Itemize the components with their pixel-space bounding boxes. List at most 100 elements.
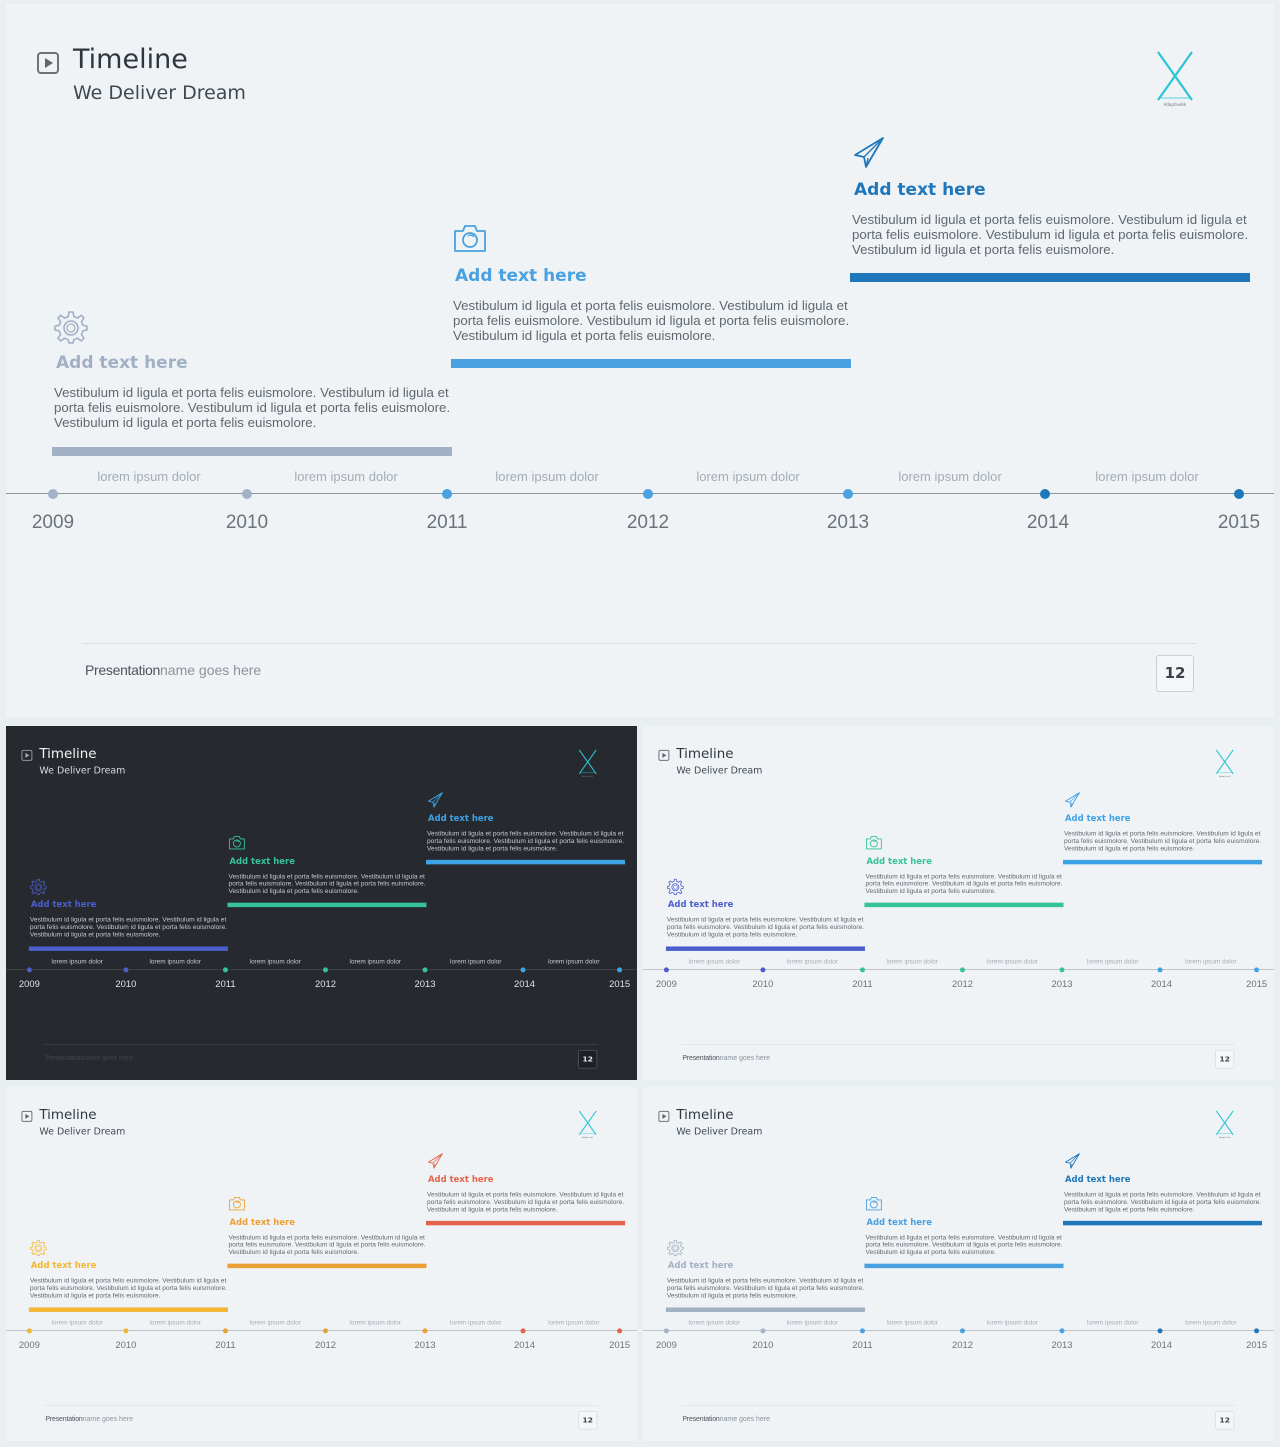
play-icon[interactable] xyxy=(37,52,59,74)
block-body: Vestibulum id ligula et porta felis euis… xyxy=(426,829,625,852)
slide-main[interactable]: Timeline We Deliver Dream Adaptivehk Add… xyxy=(6,4,1274,717)
timeline-dot[interactable] xyxy=(1059,967,1065,973)
timeline-dot[interactable] xyxy=(1254,967,1260,973)
paper-plane-icon xyxy=(428,792,443,808)
block-heading: Add text here xyxy=(56,353,188,373)
block-heading: Add text here xyxy=(866,856,932,867)
footer-divider xyxy=(83,643,1196,644)
period-label: lorem ipsum dolor xyxy=(986,1318,1038,1326)
block-bar xyxy=(426,859,626,865)
timeline-dot[interactable] xyxy=(959,1328,965,1334)
slide-subtitle: We Deliver Dream xyxy=(39,1125,126,1137)
year-label: 2015 xyxy=(1246,1339,1268,1351)
year-label: 2011 xyxy=(426,512,468,533)
timeline-dot[interactable] xyxy=(422,967,428,973)
timeline-dot[interactable] xyxy=(123,967,129,973)
year-label: 2013 xyxy=(414,1339,436,1351)
year-label: 2013 xyxy=(826,512,870,533)
play-icon[interactable] xyxy=(21,749,33,761)
timeline-dot[interactable] xyxy=(1157,967,1163,973)
paper-plane-icon xyxy=(854,137,884,168)
year-label: 2009 xyxy=(655,978,677,990)
footer-rest: name goes here xyxy=(719,1414,770,1423)
timeline-dot[interactable] xyxy=(123,1328,129,1334)
play-icon[interactable] xyxy=(658,1110,670,1122)
camera-icon xyxy=(865,1197,882,1211)
timeline-dot[interactable] xyxy=(520,967,526,973)
block-bar xyxy=(28,946,228,951)
timeline-dot[interactable] xyxy=(442,489,452,499)
x-logo-icon xyxy=(1215,1110,1234,1136)
timeline-dot[interactable] xyxy=(48,489,58,499)
block-heading: Add text here xyxy=(229,1217,295,1228)
footer-rest: name goes here xyxy=(82,1053,133,1062)
logo-caption: Adaptivehk xyxy=(1163,102,1187,107)
timeline-dot[interactable] xyxy=(422,1328,428,1334)
timeline-dot[interactable] xyxy=(760,967,766,973)
timeline-axis xyxy=(6,493,1274,494)
x-logo-icon xyxy=(578,749,597,775)
slide-thumbnail-warm[interactable]: Timeline We Deliver Dream Adaptivehk Add… xyxy=(6,1087,637,1441)
slide-title: Timeline xyxy=(73,44,188,75)
timeline-dot[interactable] xyxy=(222,1328,228,1334)
timeline-dot[interactable] xyxy=(617,967,623,973)
block-bar xyxy=(1063,859,1263,865)
slide-subtitle: We Deliver Dream xyxy=(676,1125,763,1137)
timeline-dot[interactable] xyxy=(322,1328,328,1334)
slide-thumbnail-blue[interactable]: Timeline We Deliver Dream Adaptivehk Add… xyxy=(643,1087,1274,1441)
logo-caption: Adaptivehk xyxy=(582,1135,594,1139)
timeline-dot[interactable] xyxy=(26,1328,32,1334)
gear-icon xyxy=(666,1239,684,1257)
block-body: Vestibulum id ligula et porta felis euis… xyxy=(228,872,426,895)
timeline-dot[interactable] xyxy=(663,1328,669,1334)
block-heading: Add text here xyxy=(1064,1174,1131,1185)
timeline-dot[interactable] xyxy=(859,967,865,973)
footer-presentation-name: Presentationname goes here xyxy=(682,1053,770,1061)
period-label: lorem ipsum dolor xyxy=(249,957,301,965)
block-body: Vestibulum id ligula et porta felis euis… xyxy=(852,212,1249,257)
period-label: lorem ipsum dolor xyxy=(986,957,1038,965)
period-label: lorem ipsum dolor xyxy=(450,957,502,965)
timeline-dot[interactable] xyxy=(617,1328,623,1334)
block-body: Vestibulum id ligula et porta felis euis… xyxy=(54,385,451,430)
period-label: lorem ipsum dolor xyxy=(1087,1318,1139,1326)
period-label: lorem ipsum dolor xyxy=(1185,1318,1237,1326)
year-label: 2015 xyxy=(1217,512,1261,533)
timeline-dot[interactable] xyxy=(843,489,853,499)
slide-thumbnail-multicolor[interactable]: Timeline We Deliver Dream Adaptivehk Add… xyxy=(643,726,1274,1080)
timeline-dot[interactable] xyxy=(1234,489,1244,499)
x-logo-icon xyxy=(1215,749,1234,775)
slide-thumbnail-dark[interactable]: Timeline We Deliver Dream Adaptivehk Add… xyxy=(6,726,637,1080)
block-heading: Add text here xyxy=(229,856,295,867)
period-label: lorem ipsum dolor xyxy=(349,957,401,965)
block-body: Vestibulum id ligula et porta felis euis… xyxy=(666,915,865,938)
timeline-dot[interactable] xyxy=(1040,489,1050,499)
footer-bold: Presentation xyxy=(45,1053,83,1062)
timeline-dot[interactable] xyxy=(1254,1328,1260,1334)
timeline-dot[interactable] xyxy=(26,967,32,973)
play-icon[interactable] xyxy=(658,749,670,761)
timeline-dot[interactable] xyxy=(222,967,228,973)
period-label: lorem ipsum dolor xyxy=(886,957,938,965)
timeline-dot[interactable] xyxy=(1059,1328,1065,1334)
slide-canvas: Timeline We Deliver Dream Adaptivehk Add… xyxy=(643,1087,1274,1441)
block-bar xyxy=(665,946,865,951)
block-body: Vestibulum id ligula et porta felis euis… xyxy=(865,1233,1063,1256)
year-label: 2009 xyxy=(31,512,75,533)
year-label: 2009 xyxy=(655,1339,677,1351)
timeline-dot[interactable] xyxy=(520,1328,526,1334)
year-label: 2015 xyxy=(609,978,631,990)
year-label: 2009 xyxy=(18,1339,40,1351)
timeline-dot[interactable] xyxy=(859,1328,865,1334)
timeline-dot[interactable] xyxy=(322,967,328,973)
timeline-dot[interactable] xyxy=(760,1328,766,1334)
timeline-dot[interactable] xyxy=(643,489,653,499)
timeline-dot[interactable] xyxy=(663,967,669,973)
timeline-dot[interactable] xyxy=(959,967,965,973)
block-bar xyxy=(426,1220,626,1226)
timeline-dot[interactable] xyxy=(1157,1328,1163,1334)
footer-presentation-name: Presentationname goes here xyxy=(45,1053,133,1061)
block-bar xyxy=(665,1307,865,1312)
play-icon[interactable] xyxy=(21,1110,33,1122)
timeline-dot[interactable] xyxy=(242,489,252,499)
